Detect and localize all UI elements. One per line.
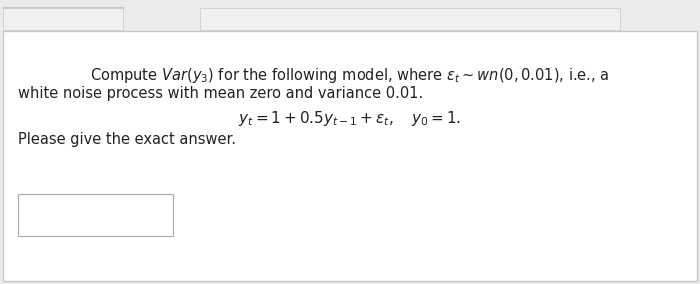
Text: Please give the exact answer.: Please give the exact answer. [18,132,236,147]
Text: white noise process with mean zero and variance 0.01.: white noise process with mean zero and v… [18,86,423,101]
FancyBboxPatch shape [3,31,697,281]
FancyBboxPatch shape [3,8,123,30]
FancyBboxPatch shape [200,8,620,30]
Text: $y_t = 1 + 0.5y_{t-1} + \varepsilon_t, \quad y_0 = 1.$: $y_t = 1 + 0.5y_{t-1} + \varepsilon_t, \… [239,109,461,128]
FancyBboxPatch shape [18,194,173,236]
Text: Compute $\mathit{Var}(y_3)$ for the following model, where $\varepsilon_t \sim w: Compute $\mathit{Var}(y_3)$ for the foll… [90,66,610,85]
